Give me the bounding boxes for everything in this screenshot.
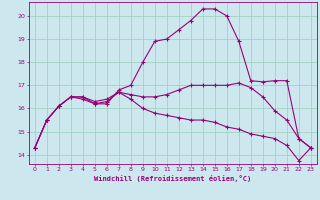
X-axis label: Windchill (Refroidissement éolien,°C): Windchill (Refroidissement éolien,°C) bbox=[94, 175, 252, 182]
